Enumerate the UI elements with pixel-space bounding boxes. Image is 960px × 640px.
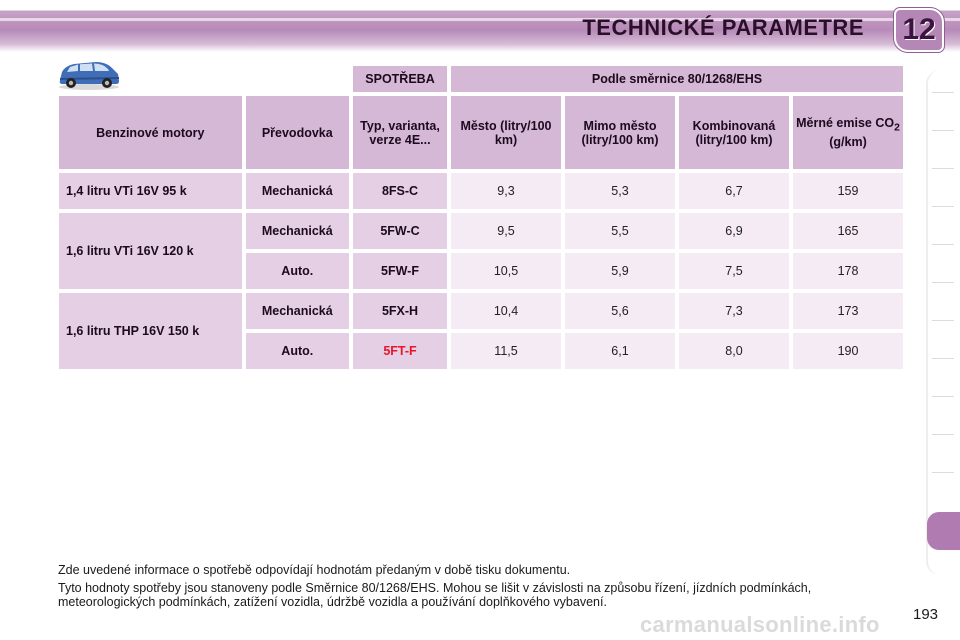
type-cell-highlighted: 5FT-F — [353, 333, 447, 369]
column-header-city: Město (litry/100 km) — [451, 96, 561, 169]
table-row: 1,6 litru THP 16V 150 k Mechanická 5FX-H… — [59, 293, 903, 369]
combined-cell: 7,5 — [679, 253, 789, 289]
header-stripe — [0, 18, 960, 21]
gearbox-cell: Mechanická — [245, 213, 349, 249]
city-cell: 10,5 — [451, 253, 561, 289]
extra-urban-cell: 5,5 — [565, 213, 675, 249]
chapter-tab[interactable] — [932, 434, 954, 435]
city-cell: 10,4 — [451, 293, 561, 329]
city-cell: 9,3 — [451, 173, 561, 209]
chapter-tab[interactable] — [932, 168, 954, 169]
notes: Zde uvedené informace o spotřebě odpovíd… — [58, 563, 910, 613]
chapter-tab[interactable] — [932, 92, 954, 93]
table-row: Auto. 5FW-F 10,5 5,9 7,5 178 — [59, 253, 903, 289]
gearbox-cell: Mechanická — [245, 173, 349, 209]
extra-urban-cell: 6,1 — [565, 333, 675, 369]
page-title: TECHNICKÉ PARAMETRE — [582, 15, 864, 40]
gearbox-cell: Mechanická — [245, 293, 349, 329]
note-paragraph: Tyto hodnoty spotřeby jsou stanoveny pod… — [58, 581, 812, 609]
table-row: 1,4 litru VTi 16V 95 k Mechanická 8FS-C … — [59, 173, 903, 209]
co2-cell: 173 — [793, 293, 903, 329]
column-header-type: Typ, varianta, verze 4E... — [353, 96, 447, 169]
chapter-badge: 12 — [894, 8, 944, 52]
extra-urban-cell: 5,6 — [565, 293, 675, 329]
table-row: Auto. 5FT-F 11,5 6,1 8,0 190 — [59, 333, 903, 369]
chapter-tab[interactable] — [932, 130, 954, 131]
co2-unit: (g/km) — [829, 135, 867, 150]
extra-urban-cell: 5,3 — [565, 173, 675, 209]
column-header-extra-urban: Mimo město (litry/100 km) — [565, 96, 675, 169]
city-cell: 9,5 — [451, 213, 561, 249]
chapter-tab[interactable] — [932, 320, 954, 321]
extra-urban-cell: 5,9 — [565, 253, 675, 289]
table-corner — [59, 66, 349, 92]
type-cell: 5FW-C — [353, 213, 447, 249]
chapter-tab[interactable] — [932, 472, 954, 473]
chapter-number: 12 — [902, 13, 936, 46]
watermark: carmanualsonline.info — [640, 612, 880, 637]
combined-cell: 6,7 — [679, 173, 789, 209]
type-cell: 8FS-C — [353, 173, 447, 209]
chapter-tabs — [926, 70, 960, 575]
type-cell: 5FX-H — [353, 293, 447, 329]
engine-cell: 1,4 litru VTi 16V 95 k — [59, 173, 242, 209]
combined-cell: 8,0 — [679, 333, 789, 369]
co2-cell: 190 — [793, 333, 903, 369]
chapter-tab[interactable] — [932, 358, 954, 359]
gearbox-cell: Auto. — [245, 253, 349, 289]
engine-cell: 1,6 litru THP 16V 150 k — [59, 293, 242, 369]
chapter-tab[interactable] — [932, 244, 954, 245]
group-header-directive: Podle směrnice 80/1268/EHS — [451, 66, 903, 92]
note-paragraph: Zde uvedené informace o spotřebě odpovíd… — [58, 563, 571, 577]
car-icon — [59, 62, 119, 90]
co2-label: Měrné emise CO — [796, 115, 895, 130]
column-header-gearbox: Převodovka — [245, 96, 349, 169]
page-number: 193 — [913, 606, 939, 623]
city-cell: 11,5 — [451, 333, 561, 369]
table-row: 1,6 litru VTi 16V 120 k Mechanická 5FW-C… — [59, 213, 903, 289]
co2-subscript: 2 — [894, 122, 900, 134]
chapter-tab-active[interactable] — [927, 512, 960, 550]
chapter-tab[interactable] — [932, 396, 954, 397]
column-header-engines: Benzinové motory — [59, 96, 242, 169]
co2-cell: 178 — [793, 253, 903, 289]
co2-cell: 165 — [793, 213, 903, 249]
group-header-spotreba: SPOTŘEBA — [353, 66, 447, 92]
column-header-co2: Měrné emise CO2 (g/km) — [793, 96, 903, 169]
gearbox-cell: Auto. — [245, 333, 349, 369]
consumption-table: SPOTŘEBA Podle směrnice 80/1268/EHS Benz… — [55, 62, 907, 373]
type-cell: 5FW-F — [353, 253, 447, 289]
engine-cell: 1,6 litru VTi 16V 120 k — [59, 213, 242, 289]
combined-cell: 7,3 — [679, 293, 789, 329]
combined-cell: 6,9 — [679, 213, 789, 249]
chapter-tab[interactable] — [932, 206, 954, 207]
header-band — [0, 0, 960, 52]
chapter-tab[interactable] — [932, 282, 954, 283]
co2-cell: 159 — [793, 173, 903, 209]
column-header-combined: Kombinovaná (litry/100 km) — [679, 96, 789, 169]
